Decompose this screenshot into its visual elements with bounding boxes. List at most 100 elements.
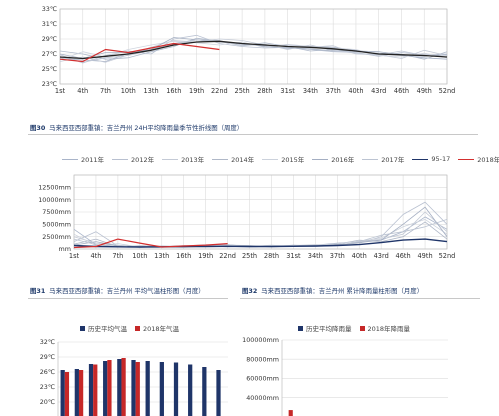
legend-item: 历史平均降雨量 (298, 323, 352, 333)
legend-item: 2015年 (262, 154, 304, 164)
temp_line-ytick-label: 25℃ (42, 65, 57, 73)
rain_bar-ytick-label: 80000mm (246, 355, 279, 363)
figure-31-label: 图31 (30, 287, 46, 295)
temp_line-xtick-label: 4th (77, 87, 88, 95)
rain_line-series-line (73, 219, 448, 248)
legend-swatch (359, 325, 365, 331)
legend-swatch (112, 158, 129, 160)
rain_line-xtick-label: 28th (264, 252, 279, 260)
temp_line-ytick-label: 27℃ (42, 50, 57, 58)
legend-label: 历史平均气温 (88, 325, 127, 333)
temp_line-xtick-label: 13th (143, 87, 158, 95)
rain_bar-bar (288, 410, 293, 416)
rain_line-xtick-label: 49th (417, 252, 432, 260)
legend-swatch (298, 325, 303, 331)
temp_line-xtick-label: 46th (394, 87, 409, 95)
temp_line-xtick-label: 28th (257, 87, 272, 95)
temp_bar-bar (107, 360, 112, 416)
legend-swatch (458, 158, 475, 160)
rain_line-xtick-label: 19th (198, 252, 213, 260)
temp_bar-bar (173, 362, 179, 416)
temp_line-series-line (59, 40, 448, 60)
temp_line-xtick-label: 43rd (371, 87, 386, 95)
temp_bar-bar (78, 370, 84, 416)
legend-label: 2012年 (131, 156, 155, 164)
legend-label: 2013年 (181, 156, 205, 164)
legend-label: 2018年降雨量 (367, 325, 411, 333)
temp-bar-legend: 历史平均气温 2018年气温 (80, 323, 187, 333)
figure-30-label: 图30 (30, 124, 46, 132)
legend-item: 2011年 (62, 154, 104, 164)
legend-item: 2012年 (112, 154, 154, 164)
temp_bar-bar (93, 364, 98, 416)
temp_line-plot-frame (59, 8, 448, 85)
legend-label: 历史平均降雨量 (306, 325, 352, 333)
rain_bar-ytick-label: 100000mm (242, 336, 279, 344)
rain_line-xtick-label: 10th (132, 252, 147, 260)
legend-swatch (212, 158, 229, 160)
legend-item: 2017年 (362, 154, 404, 164)
legend-swatch (62, 158, 78, 160)
rain_line-xtick-label: 13th (154, 252, 169, 260)
figure-31-caption: 图31 马来西亚西部重镇：吉兰丹州 平均气温柱形图（月度） (30, 286, 205, 295)
rain_line-series-line (73, 238, 228, 249)
temp_line-xtick-label: 31st (280, 87, 295, 95)
legend-item: 2018年 (458, 154, 499, 164)
temp_line-xtick-label: 16th (166, 87, 181, 95)
legend-label: 2018年气温 (143, 325, 180, 333)
rain_line-xtick-label: 34th (308, 252, 323, 260)
temp_bar-bar (135, 362, 140, 416)
temp_line-xtick-label: 40th (348, 87, 363, 95)
temp_line-xtick-label: 10th (121, 87, 136, 95)
legend-item: 2014年 (212, 154, 254, 164)
rain_line-series-line (73, 201, 448, 248)
legend-label: 2015年 (281, 156, 305, 164)
legend-label: 2011年 (81, 156, 105, 164)
rain_line-xtick-label: 4th (90, 252, 101, 260)
temp_bar-bar (64, 372, 70, 416)
rain_line-xtick-label: 43rd (374, 252, 389, 260)
divider-30 (28, 134, 478, 135)
temp_bar-bar (188, 364, 193, 416)
rain_line-xtick-label: 25th (242, 252, 257, 260)
temp_bar-bar (121, 358, 126, 416)
temp_bar-bar (216, 370, 221, 416)
legend-item: 2018年降雨量 (359, 323, 411, 333)
temp_bar-ytick-label: 29℃ (40, 353, 55, 361)
legend-swatch (412, 158, 429, 160)
temp_line-xtick-label: 49th (417, 87, 432, 95)
legend-swatch (262, 158, 279, 160)
temp_bar-ytick-label: 26℃ (40, 368, 55, 376)
temp_line-ytick-label: 31℃ (42, 20, 57, 28)
temp_line-xtick-label: 52nd (439, 87, 456, 95)
legend-label: 2014年 (231, 156, 255, 164)
rain_line-xtick-label: 37th (330, 252, 345, 260)
legend-swatch (80, 325, 85, 331)
temp_line-series-line (59, 34, 448, 64)
temp_line-xtick-label: 22nd (211, 87, 228, 95)
figure-32-title: 马来西亚西部重镇：吉兰丹州 累计降雨量柱形图（月度） (261, 287, 424, 295)
temp_bar-bar (202, 367, 207, 416)
temp_bar-bar (131, 360, 136, 416)
legend-swatch (162, 158, 179, 160)
legend-item: 2016年 (312, 154, 354, 164)
legend-swatch (135, 325, 140, 331)
rain_line-xtick-label: 46th (396, 252, 411, 260)
rain_line-xtick-label: 16th (176, 252, 191, 260)
temp_line-ytick-label: 33℃ (42, 5, 57, 13)
temp_bar-bar (103, 361, 108, 416)
legend-swatch (312, 158, 329, 160)
legend-item: 95-17 (412, 155, 450, 163)
temp_bar-bar (60, 370, 65, 416)
legend-label: 95-17 (431, 155, 451, 163)
temp_line-ytick-label: 29℃ (42, 35, 57, 43)
temp_bar-bar (145, 361, 150, 416)
divider-31 (28, 298, 228, 299)
rain_line-xtick-label: 7th (112, 252, 123, 260)
rain_line-ytick-label: 5000mm (42, 221, 71, 229)
figure-32-caption: 图32 马来西亚西部重镇：吉兰丹州 累计降雨量柱形图（月度） (242, 286, 423, 295)
rain_line-xtick-label: 31st (286, 252, 301, 260)
legend-label: 2018年 (477, 156, 499, 164)
temp_bar-ytick-label: 32℃ (40, 338, 55, 346)
